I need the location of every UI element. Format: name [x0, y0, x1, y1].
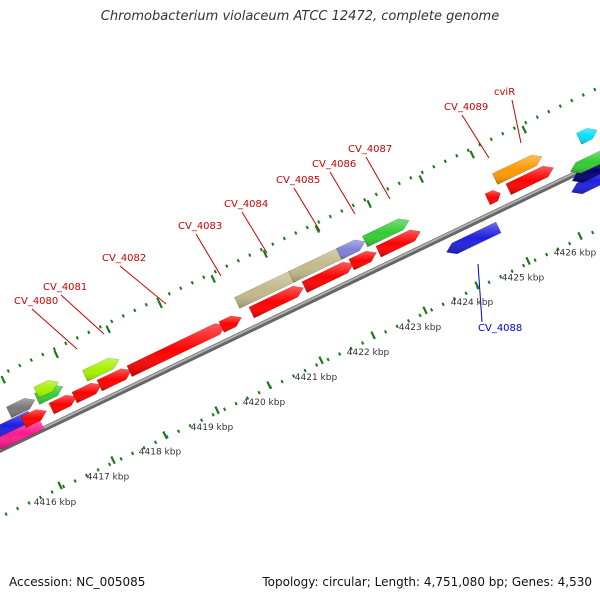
gene-leader-line [195, 233, 222, 277]
gene-label-cv-4082[interactable]: CV_4082 [102, 253, 146, 264]
ruler-tick-label: 4423 kbp [399, 323, 442, 333]
gene-leader-line [293, 187, 321, 232]
ruler-tick-mark [577, 231, 583, 240]
gene-leader-line [329, 171, 356, 215]
gene-leader-line [119, 265, 167, 305]
ruler-tick-mark [266, 381, 272, 390]
gene-leader-line [477, 263, 483, 323]
ruler-ticks: 4416 kbp 4417 kbp 4418 kbp 4419 kbp 4420 kbp… [0, 125, 597, 508]
gene-arrow-forward[interactable] [71, 382, 102, 404]
ruler-tick-mark [214, 406, 220, 415]
ruler-tick-label: 4419 kbp [191, 423, 234, 433]
ruler-tick-mark [422, 306, 428, 315]
ruler-tick-mark [474, 281, 480, 290]
ruler-tick-mark [318, 356, 324, 365]
ruler-tick-label: 4425 kbp [502, 273, 545, 283]
gene-label-cv-4085[interactable]: CV_4085 [276, 175, 320, 186]
gene-leader-line [60, 294, 105, 335]
ruler-tick-mark [57, 481, 63, 490]
accession-text: Accession: NC_005085 [9, 575, 146, 589]
ruler-tick-label: 4418 kbp [139, 448, 182, 458]
gene-arrow-reverse[interactable] [446, 221, 502, 255]
gene-label-cv-4083[interactable]: CV_4083 [178, 221, 222, 232]
gene-label-cv-4088[interactable]: CV_4088 [478, 323, 522, 334]
forward-dotted-guide [6, 87, 597, 373]
ruler-tick-mark [525, 256, 531, 265]
ruler-tick-label: 4416 kbp [34, 498, 77, 508]
ruler-tick-label: 4426 kbp [554, 249, 597, 259]
gene-label-cv-4080[interactable]: CV_4080 [14, 296, 58, 307]
gene-arrow-forward[interactable] [575, 127, 598, 145]
ruler-tick-label: 4421 kbp [295, 373, 338, 383]
reverse-dotted-guide [4, 230, 595, 516]
ruler-tick-mark [162, 431, 168, 440]
gene-leader-line [511, 99, 522, 144]
gene-label-cv-4089[interactable]: CV_4089 [444, 102, 488, 113]
ruler-tick-mark [370, 331, 376, 340]
gene-label-cv-4081[interactable]: CV_4081 [43, 282, 87, 293]
gene-arrow-forward[interactable] [484, 189, 501, 206]
gene-leader-line [241, 211, 268, 254]
gene-leader-line [461, 114, 490, 159]
ruler-tick-label: 4422 kbp [347, 348, 390, 358]
ruler-tick-label: 4420 kbp [243, 398, 286, 408]
ruler-tick-label: 4417 kbp [87, 473, 130, 483]
gene-leader-line [365, 156, 391, 200]
genome-summary-text: Topology: circular; Length: 4,751,080 bp… [262, 575, 592, 589]
backbone [0, 158, 600, 454]
gene-leader-line [31, 308, 78, 350]
ruler-tick-mark [110, 455, 116, 465]
gene-label-cv-4086[interactable]: CV_4086 [312, 159, 356, 170]
map-title: Chromobacterium violaceum ATCC 12472, co… [100, 9, 500, 24]
gene-label-cv-4084[interactable]: CV_4084 [224, 199, 268, 210]
ruler-dots [4, 87, 597, 516]
ruler-tick-label: 4424 kbp [451, 298, 494, 308]
gene-label-cv-4087[interactable]: CV_4087 [348, 144, 392, 155]
gene-label-cvir[interactable]: cviR [494, 87, 515, 98]
